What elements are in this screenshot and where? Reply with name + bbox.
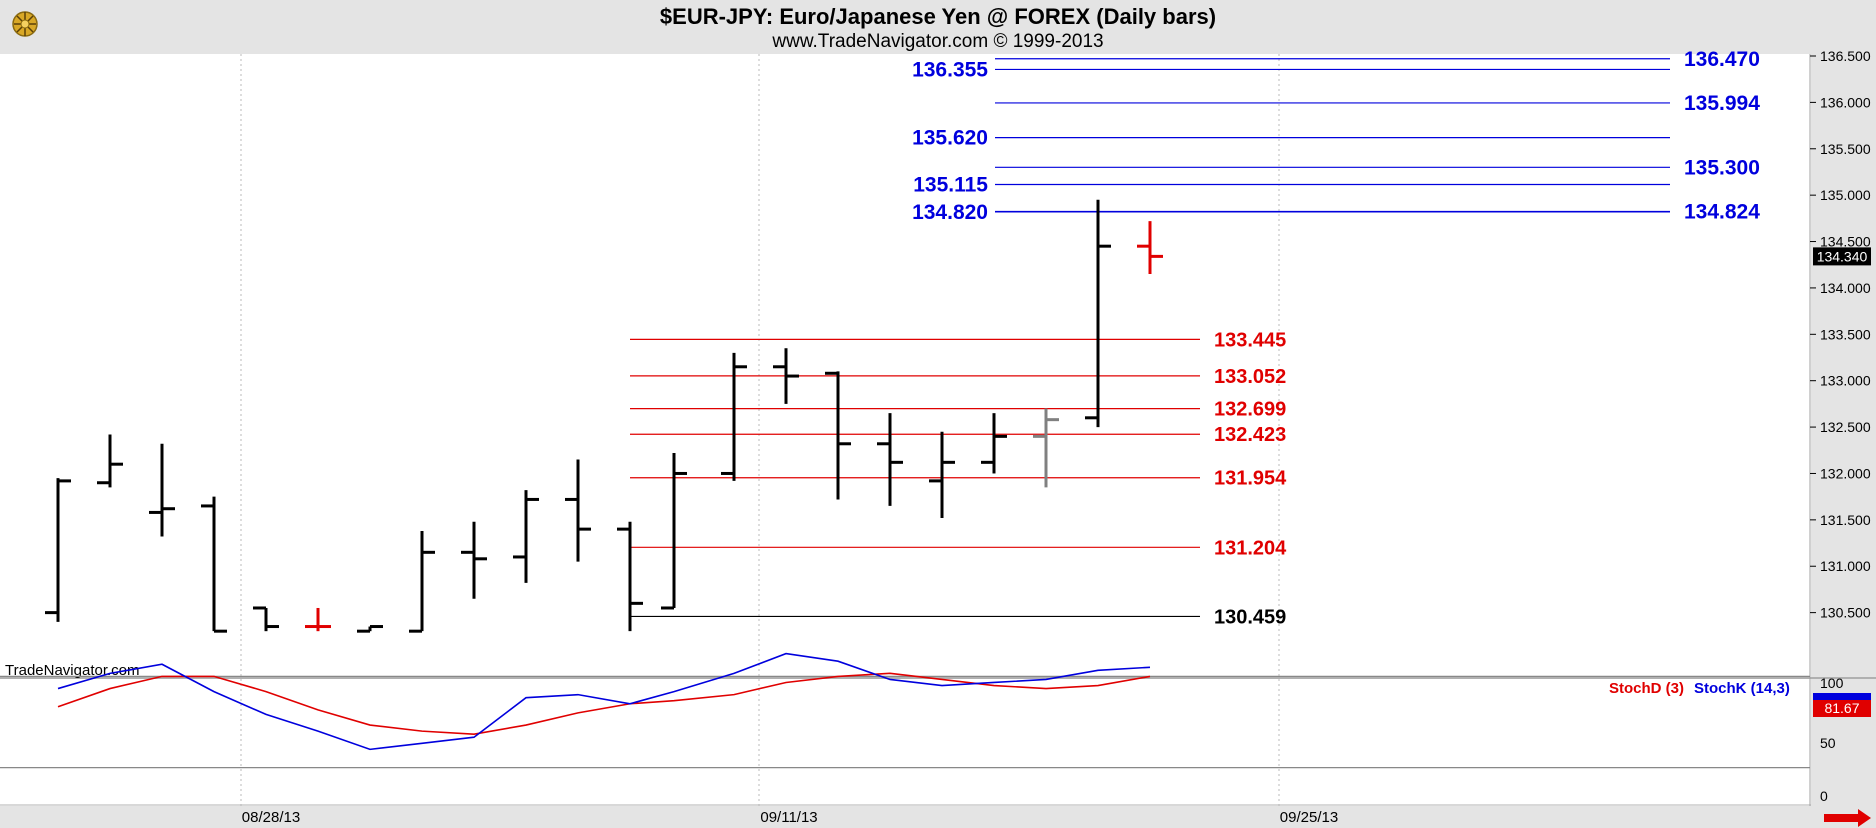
- blue-level-label: 136.470: [1684, 48, 1760, 71]
- ohlc-bars: [45, 199, 1163, 633]
- price-tick-label: 131.500: [1820, 512, 1871, 528]
- stoch-d-line: [57, 672, 1151, 735]
- price-tick-label: 136.000: [1820, 94, 1871, 110]
- stoch-tick-label: 50: [1820, 735, 1836, 751]
- red-level-label: 133.445: [1214, 329, 1286, 351]
- price-tick-label: 132.500: [1820, 419, 1871, 435]
- chart-header: [0, 0, 1876, 54]
- blue-level-label: 134.824: [1684, 200, 1760, 223]
- stoch-d-badge: [1813, 700, 1871, 717]
- price-tick-label: 136.500: [1820, 48, 1871, 64]
- price-tick-label: 131.000: [1820, 558, 1871, 574]
- price-tick-label: 130.500: [1820, 605, 1871, 621]
- last-price-label: 134.340: [1817, 248, 1868, 264]
- stoch-panel-bg: [0, 680, 1811, 804]
- red-level-label: 131.204: [1214, 537, 1287, 559]
- trade-navigator-logo: [12, 11, 38, 37]
- price-panel-bg: [0, 54, 1811, 676]
- date-tick-label: 09/11/13: [760, 809, 817, 826]
- blue-level-label: 136.355: [912, 58, 988, 81]
- stoch-k-legend: StochK (14,3): [1694, 680, 1790, 697]
- price-tick-label: 135.500: [1820, 141, 1871, 157]
- stoch-d-legend: StochD (3): [1609, 680, 1684, 697]
- last-price-badge: [1813, 247, 1871, 266]
- stoch-tick-label: 100: [1820, 675, 1844, 691]
- red-level-label: 132.423: [1214, 424, 1286, 446]
- price-tick-label: 134.000: [1820, 280, 1871, 296]
- stoch-last-value: 81.67: [1824, 700, 1859, 716]
- chart-title: $EUR-JPY: Euro/Japanese Yen @ FOREX (Dai…: [659, 4, 1217, 29]
- price-tick-label: 133.000: [1820, 373, 1871, 389]
- price-tick-label: 133.500: [1820, 326, 1871, 342]
- stoch-tick-label: 0: [1820, 788, 1828, 804]
- blue-level-label: 135.994: [1684, 92, 1760, 115]
- date-tick-label: 08/28/13: [242, 809, 300, 826]
- blue-level-label: 134.820: [912, 201, 988, 224]
- red-level-label: 133.052: [1214, 366, 1286, 388]
- chart-subtitle: www.TradeNavigator.com © 1999-2013: [772, 31, 1104, 52]
- stoch-k-badge: [1813, 693, 1871, 701]
- date-tick-label: 09/25/13: [1280, 809, 1338, 826]
- scroll-right-icon: [1824, 809, 1871, 827]
- red-level-label: 132.699: [1214, 399, 1286, 421]
- price-tick-label: 135.000: [1820, 187, 1871, 203]
- black-level-label: 130.459: [1214, 606, 1286, 628]
- blue-level-label: 135.300: [1684, 156, 1760, 179]
- stoch-k-line: [57, 652, 1151, 751]
- price-tick-label: 132.000: [1820, 465, 1871, 481]
- blue-level-label: 135.620: [912, 127, 988, 150]
- date-axis-panel: [0, 806, 1876, 828]
- blue-level-label: 135.115: [913, 173, 988, 196]
- red-level-label: 131.954: [1214, 468, 1287, 490]
- price-tick-label: 134.500: [1820, 234, 1871, 250]
